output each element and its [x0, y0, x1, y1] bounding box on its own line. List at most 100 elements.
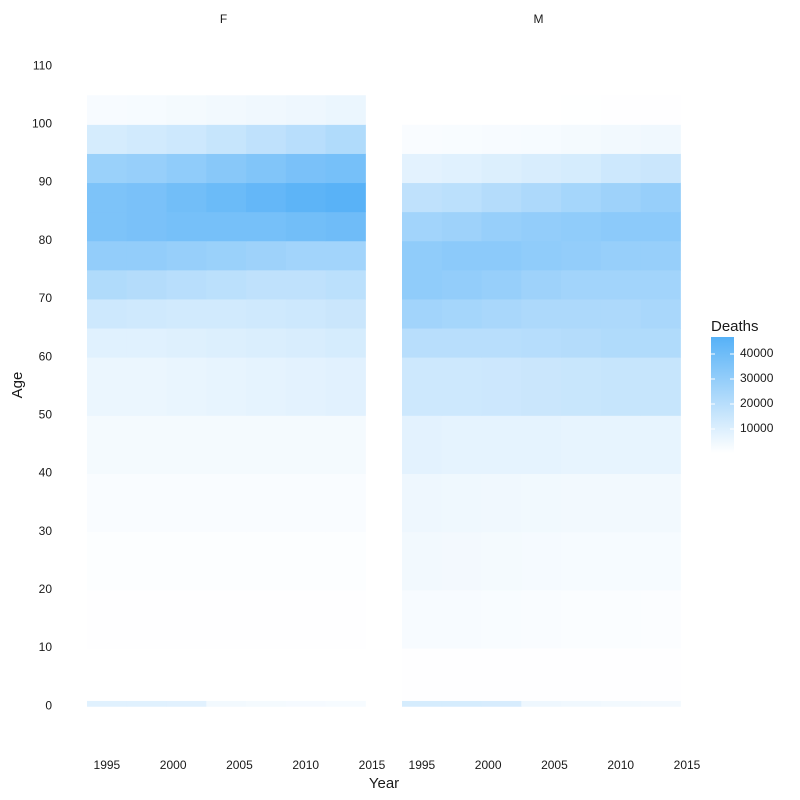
heatmap-cell	[481, 298, 522, 329]
heatmap-cell	[561, 124, 602, 154]
heatmap-cell	[166, 328, 207, 358]
heatmap-cell	[640, 589, 681, 649]
heatmap-cell	[441, 182, 483, 213]
heatmap-cell	[206, 211, 247, 242]
legend-title: Deaths	[711, 318, 759, 335]
heatmap-cell	[166, 648, 207, 701]
heatmap-cell	[402, 415, 443, 474]
heatmap-cell	[561, 473, 602, 533]
heatmap-cell	[640, 328, 681, 358]
heatmap-cell	[206, 648, 247, 701]
heatmap-cell	[441, 124, 483, 154]
heatmap-cell	[402, 531, 443, 591]
legend-tick-label: 40000	[740, 346, 774, 360]
heatmap-cell	[246, 531, 287, 591]
heatmap-cell	[87, 124, 128, 154]
heatmap-cell	[521, 298, 562, 329]
heatmap-cell	[441, 298, 483, 329]
heatmap-cell	[87, 153, 128, 184]
heatmap-cell	[481, 240, 522, 271]
heatmap-cell	[285, 415, 327, 474]
heatmap-cell	[640, 648, 681, 701]
heatmap-cell	[402, 269, 443, 300]
x-tick-label: 1995	[94, 758, 121, 772]
heatmap-cell	[166, 531, 207, 591]
heatmap-cell	[600, 531, 642, 591]
x-tick-label: 1995	[409, 758, 436, 772]
heatmap-cell	[640, 473, 681, 533]
facet-label: M	[534, 12, 544, 26]
heatmap-cell	[246, 700, 287, 707]
heatmap-cell	[441, 648, 483, 701]
heatmap-cell	[561, 211, 602, 242]
heatmap-cell	[600, 700, 642, 707]
heatmap-cell	[600, 124, 642, 154]
heatmap-cell	[402, 182, 443, 213]
heatmap-cell	[246, 182, 287, 213]
heatmap-cell	[246, 415, 287, 474]
heatmap-cell	[246, 648, 287, 701]
legend-tick-label: 10000	[740, 421, 774, 435]
y-tick-label: 70	[39, 291, 53, 305]
heatmap-cell	[206, 95, 247, 125]
heatmap-cell	[402, 240, 443, 271]
heatmap-cell	[561, 95, 602, 125]
heatmap-cell	[246, 211, 287, 242]
heatmap-cell	[325, 648, 366, 701]
heatmap-cell	[166, 124, 207, 154]
heatmap-cell	[600, 153, 642, 184]
heatmap-cell	[481, 531, 522, 591]
heatmap-cell	[561, 182, 602, 213]
heatmap-cell	[481, 589, 522, 649]
heatmap-cell	[441, 357, 483, 416]
y-tick-label: 40	[39, 466, 53, 480]
heatmap-cell	[402, 153, 443, 184]
heatmap-cell	[126, 473, 168, 533]
heatmap-cell	[285, 589, 327, 649]
heatmap-cell	[561, 648, 602, 701]
heatmap-cell	[166, 153, 207, 184]
heatmap-cell	[246, 473, 287, 533]
heatmap-cell	[600, 473, 642, 533]
heatmap-cell	[561, 269, 602, 300]
heatmap-cell	[441, 531, 483, 591]
heatmap-cell	[126, 211, 168, 242]
heatmap-cell	[246, 589, 287, 649]
heatmap-cell	[402, 589, 443, 649]
heatmap-cell	[441, 153, 483, 184]
heatmap-cell	[206, 298, 247, 329]
heatmap-cell	[126, 531, 168, 591]
x-tick-label: 2010	[292, 758, 319, 772]
heatmap-cell	[206, 240, 247, 271]
heatmap-cell	[87, 269, 128, 300]
heatmap-cell	[481, 700, 522, 707]
y-tick-label: 110	[33, 58, 52, 72]
y-tick-label: 20	[39, 582, 53, 596]
heatmap-cell	[87, 648, 128, 701]
heatmap-cell	[481, 95, 522, 125]
heatmap-cell	[640, 124, 681, 154]
heatmap-cell	[285, 240, 327, 271]
heatmap-cell	[166, 95, 207, 125]
heatmap-cell	[561, 298, 602, 329]
heatmap-cell	[166, 298, 207, 329]
heatmap-cell	[206, 182, 247, 213]
heatmap-cell	[402, 124, 443, 154]
heatmap-cell	[325, 328, 366, 358]
heatmap-cell	[600, 182, 642, 213]
x-tick-label: 2010	[607, 758, 634, 772]
heatmap-cell	[521, 269, 562, 300]
heatmap-cell	[126, 589, 168, 649]
heatmap-cell	[402, 473, 443, 533]
heatmap-cell	[285, 648, 327, 701]
heatmap-cell	[285, 269, 327, 300]
heatmap-cell	[481, 648, 522, 701]
heatmap-cell	[246, 298, 287, 329]
heatmap-cell	[600, 95, 642, 125]
heatmap-cell	[166, 473, 207, 533]
heatmap-cell	[402, 648, 443, 701]
heatmap-cell	[402, 357, 443, 416]
heatmap-cell	[325, 153, 366, 184]
heatmap-cell	[640, 269, 681, 300]
